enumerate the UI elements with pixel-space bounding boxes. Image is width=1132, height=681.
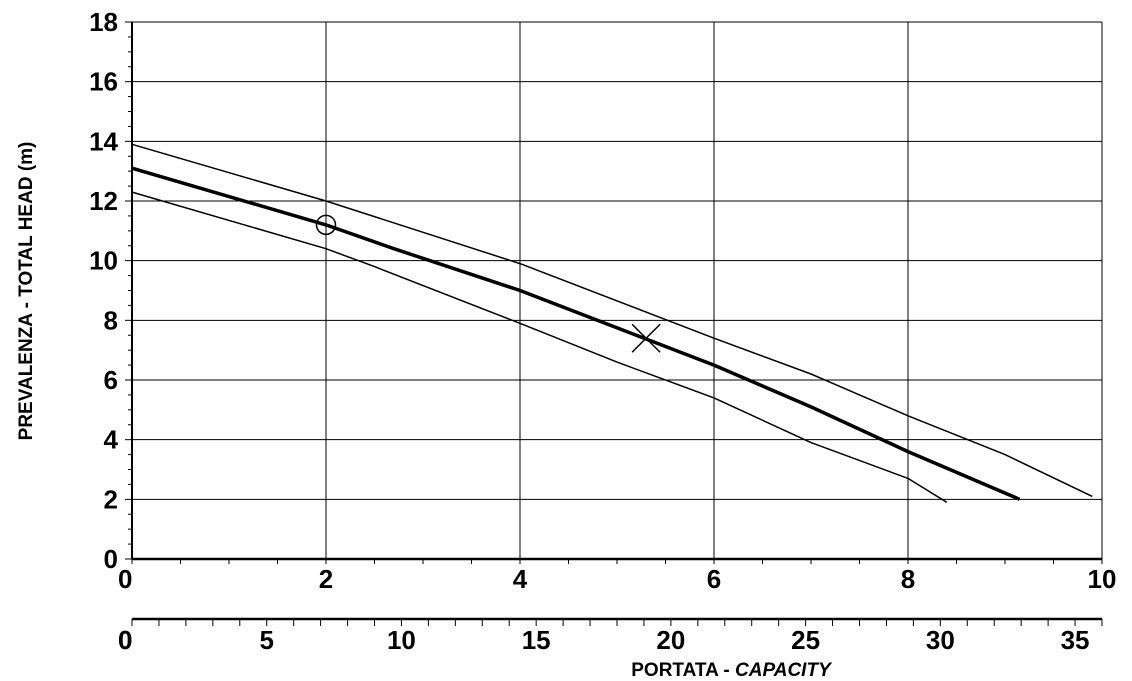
y-axis-title: PREVALENZA - TOTAL HEAD (m) — [16, 142, 37, 441]
y-tick-label: 18 — [89, 7, 118, 37]
secondary-tick-label: 0 — [118, 625, 132, 655]
y-tick-label: 4 — [104, 425, 119, 455]
x-tick-label: 6 — [707, 564, 721, 594]
x-axis-title-main: PORTATA - — [631, 660, 735, 681]
series-line-1 — [131, 143, 1093, 498]
secondary-tick-label: 5 — [259, 625, 273, 655]
y-tick-label: 6 — [104, 365, 118, 395]
grid — [132, 21, 1102, 559]
markers-group — [315, 214, 661, 353]
series-line-2 — [131, 166, 1021, 501]
x-tick-label: 2 — [319, 564, 333, 594]
y-tick-label: 16 — [89, 67, 118, 97]
secondary-tick-label: 0 — [118, 625, 132, 655]
series-group — [131, 143, 1093, 503]
x-tick-label: 10 — [1088, 564, 1117, 594]
y-tick-label: 8 — [104, 305, 118, 335]
secondary-tick-label: 20 — [656, 625, 685, 655]
x-axis-title-italic: CAPACITY — [735, 660, 833, 681]
y-tick-label: 2 — [104, 484, 118, 514]
axes — [125, 21, 1103, 564]
x-tick-label: 4 — [513, 564, 528, 594]
secondary-tick-label: 15 — [522, 625, 551, 655]
secondary-tick-label: 35 — [1061, 625, 1090, 655]
series-line-3 — [131, 191, 948, 503]
y-tick-label: 0 — [104, 544, 118, 574]
x-tick-label: 0 — [118, 564, 132, 594]
marker-cross — [631, 323, 661, 353]
y-tick-label: 10 — [89, 246, 118, 276]
tick-labels: 0 2 4 6 8 10 12 14 16 18 0 2 4 6 8 10 — [89, 7, 1116, 594]
y-tick-label: 12 — [89, 186, 118, 216]
secondary-tick-label: 10 — [387, 625, 416, 655]
marker-cross-stroke — [631, 323, 661, 353]
secondary-axis: 00 5 10 15 20 25 30 35 — [118, 617, 1103, 655]
x-tick-label: 8 — [901, 564, 915, 594]
secondary-tick-label: 30 — [926, 625, 955, 655]
marker-circle — [315, 214, 337, 236]
secondary-tick-label: 25 — [791, 625, 820, 655]
y-tick-label: 14 — [89, 126, 118, 156]
x-axis-title: PORTATA - CAPACITY — [631, 660, 833, 681]
